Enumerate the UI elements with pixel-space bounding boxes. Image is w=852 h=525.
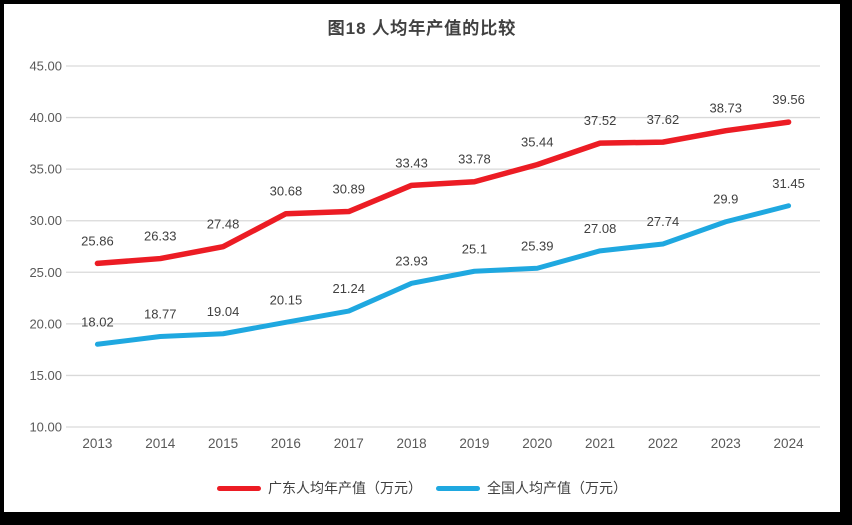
- data-label: 18.02: [81, 314, 114, 329]
- line-chart-plot-area: 45.00 40.00 35.00 30.00 25.00 20.00 15.00 10.00…: [29, 59, 820, 451]
- x-axis-tick-label: 2013: [82, 436, 112, 451]
- y-axis-tick-label: 35.00: [29, 162, 62, 177]
- data-label: 35.44: [521, 135, 554, 150]
- x-axis-tick-label: 2015: [208, 436, 238, 451]
- series-line-1: [94, 203, 792, 347]
- data-label: 38.73: [709, 101, 742, 116]
- legend-label-guangdong: 广东人均年产值（万元）: [268, 480, 422, 496]
- x-axis-tick-label: 2017: [334, 436, 364, 451]
- y-axis-tick-label: 40.00: [29, 110, 62, 125]
- x-axis-tick-label: 2021: [585, 436, 615, 451]
- x-axis-tick-label: 2024: [774, 436, 805, 451]
- data-label: 30.89: [332, 182, 365, 197]
- chart-canvas: 图18 人均年产值的比较 45.00 40.00 35.00 30.00 25.00 20…: [4, 4, 840, 512]
- data-label: 27.48: [207, 217, 240, 232]
- chart-legend: 广东人均年产值（万元） 全国人均产值（万元）: [4, 478, 840, 498]
- x-axis-tick-label: 2020: [522, 436, 552, 451]
- data-label: 31.45: [772, 176, 805, 191]
- data-label: 19.04: [207, 304, 240, 319]
- data-label: 37.52: [584, 113, 617, 128]
- x-axis-tick-label: 2016: [271, 436, 301, 451]
- y-axis-tick-label: 25.00: [29, 265, 62, 280]
- y-axis-tick-label: 20.00: [29, 316, 62, 331]
- data-label: 37.62: [647, 112, 680, 127]
- series-line-0: [94, 119, 792, 267]
- data-label: 23.93: [395, 253, 428, 268]
- y-axis-tick-label: 45.00: [29, 59, 62, 74]
- chart-title: 图18 人均年产值的比较: [327, 19, 517, 38]
- x-axis-tick-label: 2019: [459, 436, 489, 451]
- data-label: 20.15: [270, 292, 303, 307]
- x-axis-tick-label: 2023: [711, 436, 741, 451]
- data-label: 33.78: [458, 152, 491, 167]
- y-axis-tick-label: 30.00: [29, 213, 62, 228]
- x-axis-tick-label: 2022: [648, 436, 678, 451]
- legend-item-national: 全国人均产值（万元）: [436, 478, 627, 498]
- data-label: 27.08: [584, 221, 617, 236]
- x-axis-tick-label: 2018: [397, 436, 427, 451]
- y-axis-tick-label: 10.00: [29, 420, 62, 435]
- data-label: 33.43: [395, 155, 428, 170]
- data-label: 21.24: [332, 281, 365, 296]
- data-label: 39.56: [772, 92, 805, 107]
- data-label: 25.86: [81, 233, 114, 248]
- blue-line-swatch-icon: [436, 485, 480, 491]
- x-axis-tick-label: 2014: [145, 436, 176, 451]
- data-label: 27.74: [647, 214, 680, 229]
- legend-item-guangdong: 广东人均年产值（万元）: [217, 478, 422, 498]
- data-label: 25.1: [462, 241, 487, 256]
- red-line-swatch-icon: [217, 485, 261, 491]
- data-label: 26.33: [144, 229, 177, 244]
- y-axis-tick-label: 15.00: [29, 368, 62, 383]
- data-label: 18.77: [144, 307, 177, 322]
- legend-label-national: 全国人均产值（万元）: [487, 480, 627, 496]
- data-label: 30.68: [270, 184, 303, 199]
- data-label: 25.39: [521, 238, 554, 253]
- data-label: 29.9: [713, 192, 738, 207]
